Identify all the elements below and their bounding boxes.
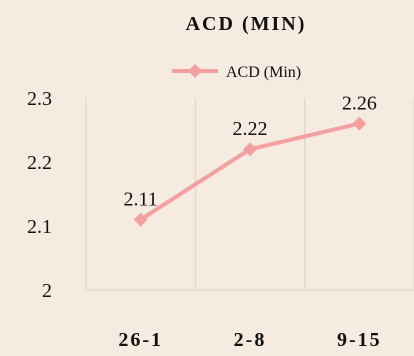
legend: ACD (Min) xyxy=(172,64,301,81)
chart-title: ACD (MIN) xyxy=(186,13,307,35)
x-tick-label: 26-1 xyxy=(118,329,163,351)
y-axis-ticks: 2 2.1 2.2 2.3 xyxy=(27,88,52,302)
y-tick-label: 2 xyxy=(42,280,52,302)
data-label: 2.22 xyxy=(233,118,268,140)
y-tick-label: 2.3 xyxy=(27,88,52,110)
data-labels: 2.11 2.22 2.26 xyxy=(124,93,377,211)
legend-marker-icon xyxy=(188,64,202,78)
grid xyxy=(85,98,414,291)
data-point-marker xyxy=(352,116,367,131)
series xyxy=(133,116,367,227)
y-tick-label: 2.1 xyxy=(27,216,52,238)
data-point-marker xyxy=(243,142,257,157)
legend-label: ACD (Min) xyxy=(226,64,301,81)
x-axis-ticks: 26-1 2-8 9-15 xyxy=(118,329,382,351)
data-label: 2.11 xyxy=(124,189,158,211)
x-tick-label: 9-15 xyxy=(337,329,382,351)
x-tick-label: 2-8 xyxy=(234,329,267,351)
data-point-marker xyxy=(133,212,148,227)
y-tick-label: 2.2 xyxy=(27,152,52,174)
data-label: 2.26 xyxy=(342,93,377,115)
